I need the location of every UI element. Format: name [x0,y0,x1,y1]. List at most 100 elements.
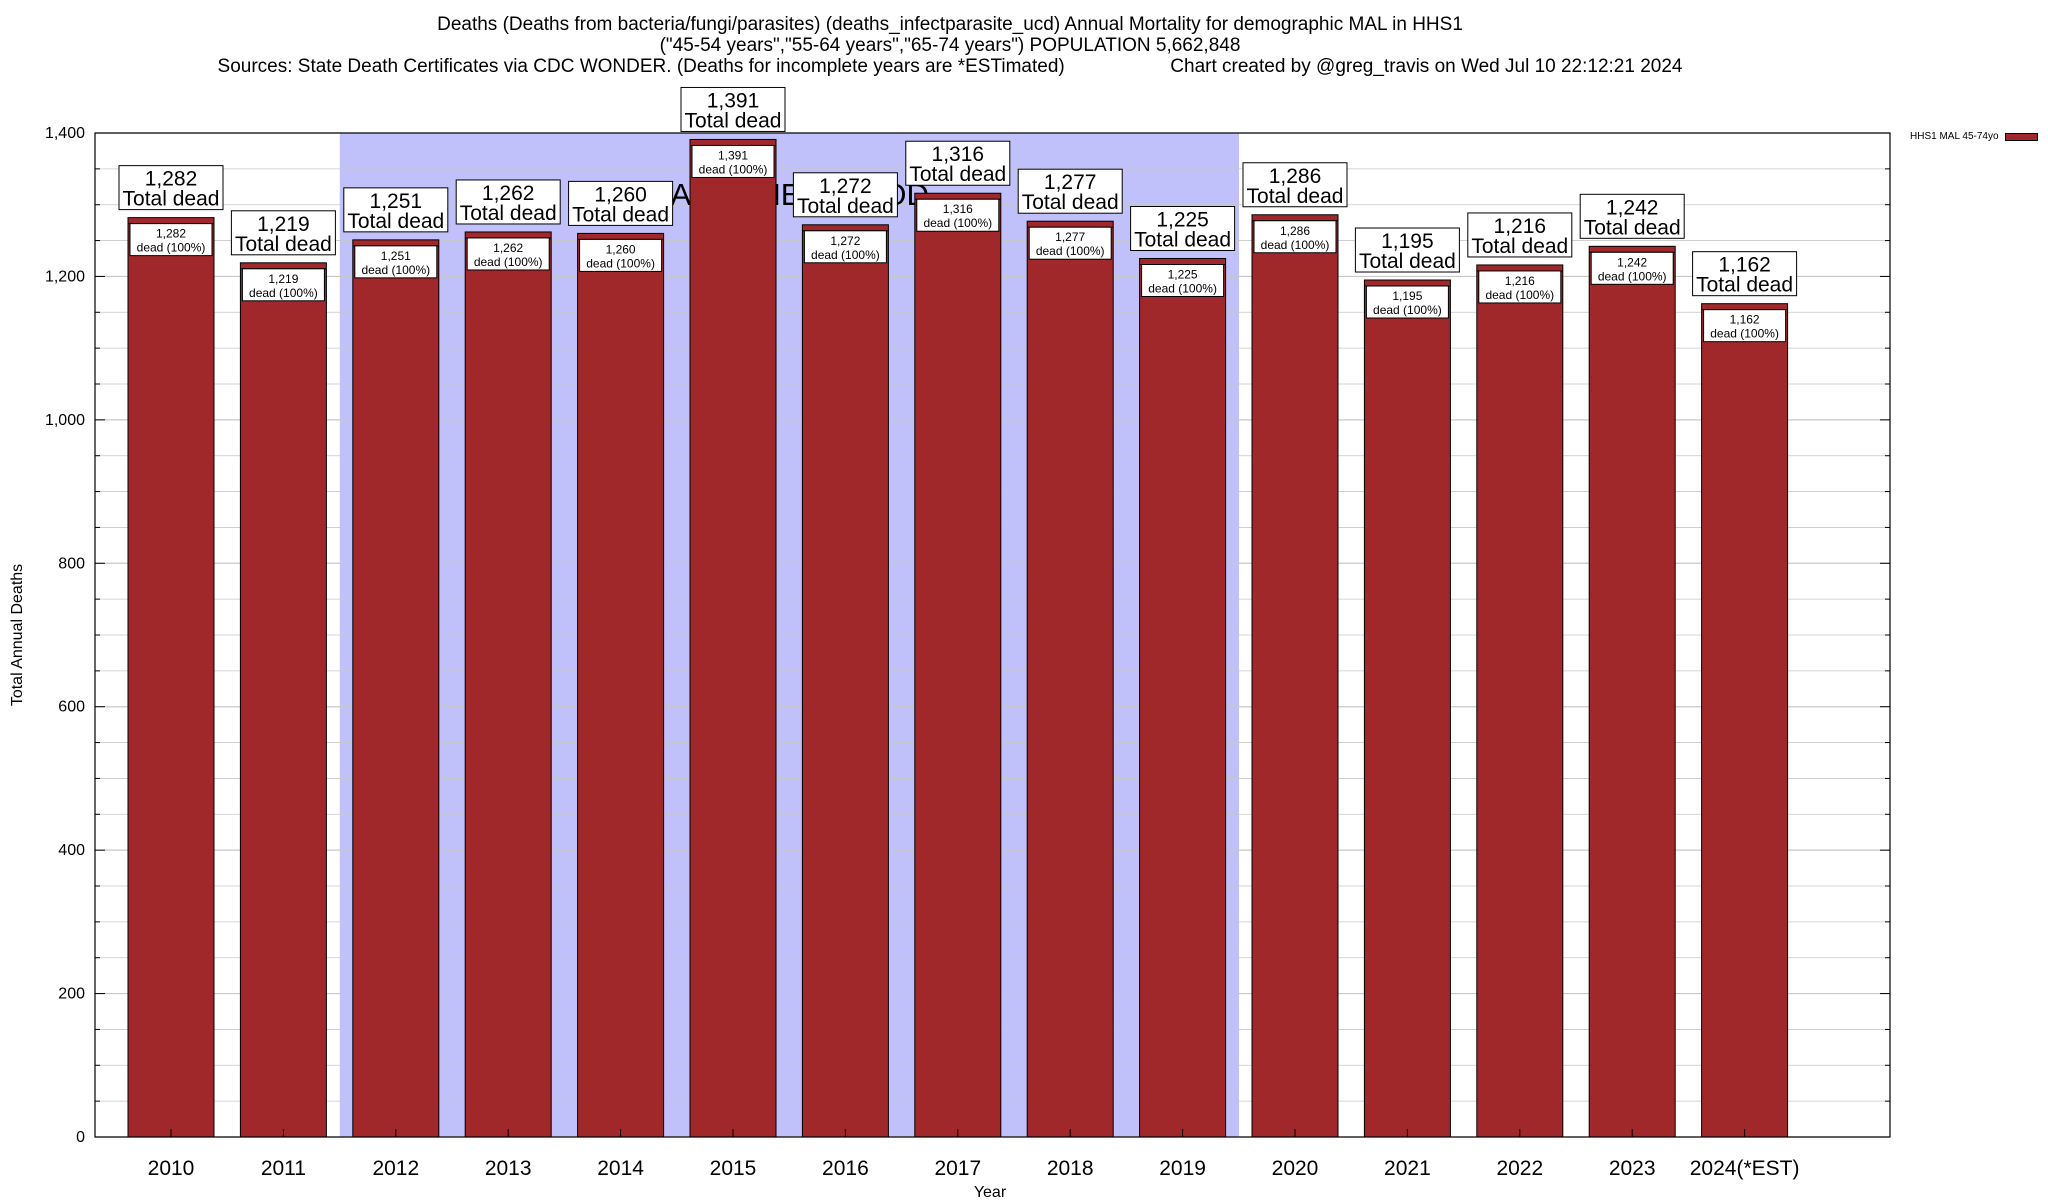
bar [1588,245,1676,1138]
total-value-label: 1,219 [257,213,310,236]
bar [127,217,215,1138]
total-label-box [118,165,224,211]
total-value-label: 1,282 [145,168,198,191]
inner-value-label: 1,225 [1168,268,1198,282]
total-label-box [1130,206,1236,251]
total-value-label: 1,195 [1381,230,1434,253]
y-tick-label: 200 [58,986,85,1003]
inner-label-box [1478,270,1562,304]
total-dead-label: Total dead [1247,185,1344,208]
bar [464,231,552,1138]
x-tick-label: 2018 [1047,1157,1094,1180]
y-tick-label: 600 [58,699,85,716]
inner-label-box [354,245,438,279]
inner-value-label: 1,316 [943,202,973,216]
inner-label-box [1703,309,1787,343]
bar [1476,264,1564,1138]
x-tick-label: 2011 [261,1157,306,1180]
inner-label-box [1590,251,1674,285]
x-tick-label: 2015 [710,1157,757,1180]
x-tick-label: 2019 [1159,1157,1206,1180]
total-dead-label: Total dead [460,202,557,225]
y-tick-label: 0 [76,1129,85,1146]
inner-value-label: 1,272 [830,234,860,248]
inner-label-box [579,238,663,272]
bar [577,232,665,1138]
x-tick-label: 2014 [597,1157,644,1180]
total-label-box [1017,168,1123,214]
inner-percent-label: dead (100%) [1373,303,1442,317]
total-label-box [1692,251,1798,297]
inner-label-box [466,237,550,271]
total-dead-label: Total dead [685,109,782,132]
inner-value-label: 1,262 [493,241,523,255]
total-label-box [1579,193,1685,239]
legend: HHS1 MAL 45-74yo [1910,131,2038,142]
inner-value-label: 1,391 [718,148,748,162]
inner-percent-label: dead (100%) [249,286,318,300]
total-label-box [680,86,786,132]
inner-label-box [803,230,887,264]
total-label-box [343,187,449,233]
y-axis-label: Total Annual Deaths [9,564,26,706]
x-tick-label: 2021 [1384,1157,1431,1180]
inner-value-label: 1,242 [1617,255,1647,269]
total-dead-label: Total dead [1134,229,1231,252]
inner-percent-label: dead (100%) [474,255,543,269]
total-label-box [1467,212,1573,258]
total-label-box [792,172,898,218]
inner-value-label: 1,251 [381,249,411,263]
total-label-box [1354,227,1460,273]
inner-value-label: 1,216 [1505,274,1535,288]
total-value-label: 1,391 [707,89,760,112]
total-dead-label: Total dead [572,203,669,226]
inner-percent-label: dead (100%) [1710,327,1779,341]
inner-value-label: 1,219 [268,272,298,286]
total-dead-label: Total dead [1696,274,1793,297]
total-dead-label: Total dead [1471,235,1568,258]
y-tick-label: 400 [58,842,85,859]
total-value-label: 1,316 [932,143,985,166]
inner-value-label: 1,260 [606,242,636,256]
inner-percent-label: dead (100%) [923,216,992,230]
x-tick-label: 2012 [372,1157,419,1180]
bar [689,138,777,1138]
total-value-label: 1,162 [1718,254,1771,277]
title-line-3: Sources: State Death Certificates via CD… [217,56,1683,77]
bar [1139,258,1227,1138]
total-value-label: 1,286 [1269,165,1322,188]
inner-percent-label: dead (100%) [586,256,655,270]
total-value-label: 1,272 [819,175,872,198]
total-dead-label: Total dead [1584,216,1681,239]
x-tick-label: 2016 [822,1157,869,1180]
total-value-label: 1,260 [594,183,647,206]
bar [1701,303,1789,1138]
inner-percent-label: dead (100%) [1261,238,1330,252]
legend-swatch [2004,132,2038,141]
inner-value-label: 1,286 [1280,224,1310,238]
total-dead-label: Total dead [347,210,444,233]
inner-percent-label: dead (100%) [1148,282,1217,296]
x-tick-label: 2024(*EST) [1690,1157,1800,1180]
inner-label-box [1253,220,1337,254]
inner-percent-label: dead (100%) [361,263,430,277]
x-axis-label: Year [974,1184,1007,1200]
total-dead-label: Total dead [235,233,332,256]
total-label-box [1242,162,1348,208]
total-dead-label: Total dead [1022,191,1119,214]
bar [352,239,440,1138]
x-tick-label: 2017 [934,1157,981,1180]
chart-title: Deaths (Deaths from bacteria/fungi/paras… [0,14,1900,77]
inner-percent-label: dead (100%) [137,241,206,255]
x-tick-label: 2023 [1609,1157,1656,1180]
total-value-label: 1,216 [1494,215,1547,238]
inner-label-box [1028,226,1112,260]
inner-percent-label: dead (100%) [1036,244,1105,258]
title-line-1: Deaths (Deaths from bacteria/fungi/paras… [437,14,1463,35]
inner-value-label: 1,277 [1055,230,1085,244]
y-tick-label: 1,000 [45,412,85,429]
y-tick-label: 1,400 [45,125,85,142]
bar [801,224,889,1138]
total-value-label: 1,251 [370,190,423,213]
total-label-box [455,179,561,225]
